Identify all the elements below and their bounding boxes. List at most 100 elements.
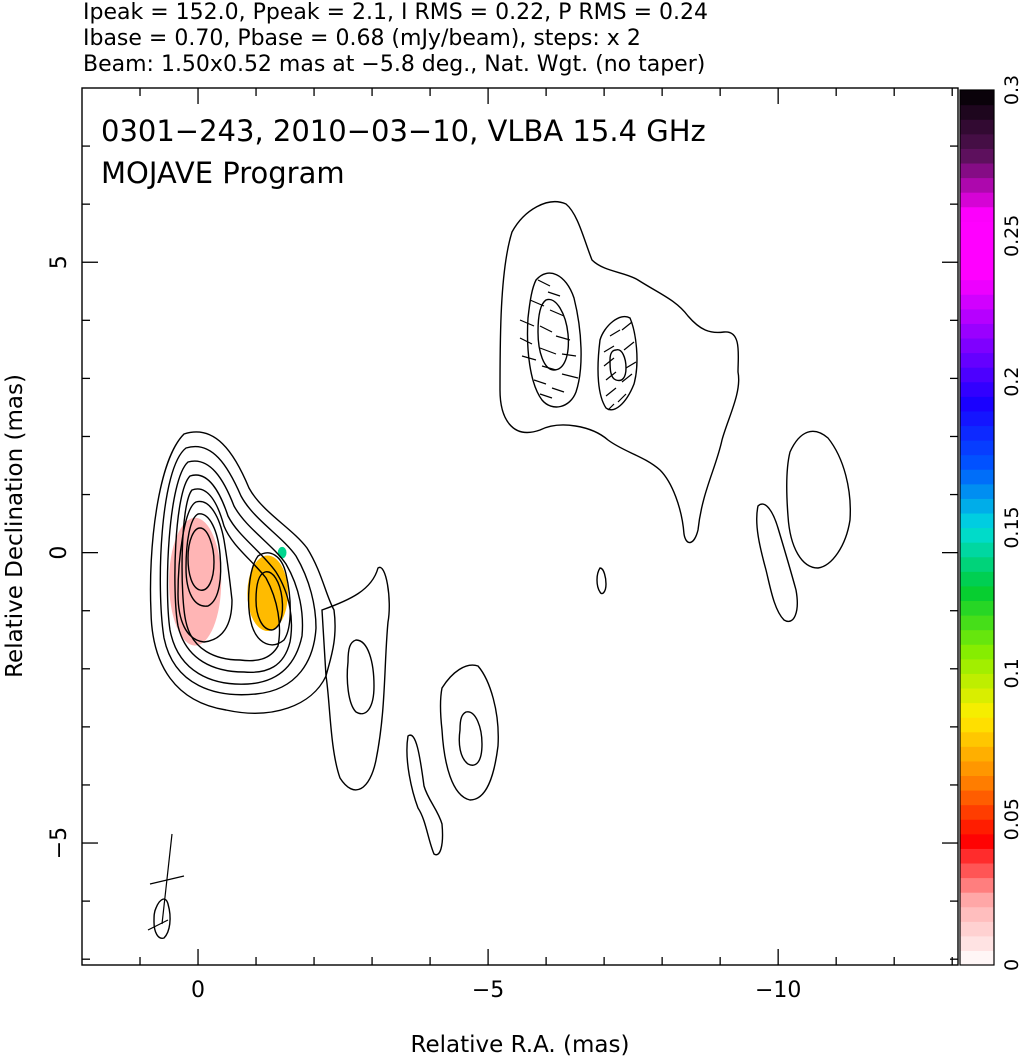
nw-contour-1 [526, 272, 582, 408]
x-axis-label: Relative R.A. (mas) [411, 1032, 630, 1058]
colorbar-segment [960, 892, 994, 908]
colorbar-segment [960, 775, 994, 791]
jet-contour-b [406, 734, 444, 856]
chart-subtitle: MOJAVE Program [101, 156, 345, 190]
knot-contour-inner [255, 571, 284, 631]
colorbar-segment [960, 148, 994, 164]
colorbar-tick-label: 0.15 [1001, 506, 1021, 548]
colorbar-segment [960, 600, 994, 616]
colorbar-segment [960, 950, 994, 966]
west-contour-b [756, 503, 798, 623]
colorbar-segment [960, 250, 994, 266]
colorbar-segment [960, 673, 994, 689]
core-contour-2 [159, 445, 317, 696]
colorbar-segment [960, 265, 994, 281]
colorbar-segment [960, 279, 994, 295]
colorbar-segment [960, 790, 994, 806]
colorbar-segment [960, 512, 994, 529]
colorbar-tick-label: 0.2 [1001, 367, 1021, 397]
jet-contour-a [321, 566, 390, 791]
knot-contour-outer [247, 552, 291, 646]
colorbar-segment [960, 454, 994, 470]
colorbar-segment [960, 469, 994, 485]
colorbar-segment [960, 381, 994, 397]
colorbar-segment [960, 556, 994, 572]
colorbar-segment [960, 425, 994, 441]
colorbar-segment [960, 206, 994, 222]
colorbar-segment [960, 615, 994, 631]
colorbar-tick-label: 0 [1001, 959, 1021, 971]
colorbar-segment [960, 235, 994, 252]
colorbar-segment [960, 585, 994, 602]
colorbar-segment [960, 483, 994, 499]
colorbar-tick-label: 0.05 [1001, 798, 1021, 840]
core-contour-5 [181, 488, 281, 662]
colorbar-segment [960, 177, 994, 193]
colorbar-segment [960, 819, 994, 835]
header-line-2: Ibase = 0.70, Pbase = 0.68 (mJy/beam), s… [83, 26, 641, 51]
colorbar-segment [960, 862, 994, 879]
colorbar-segment [960, 906, 994, 922]
core-contour-7 [185, 513, 222, 607]
y-axis-label: Relative Declination (mas) [2, 374, 28, 678]
colorbar-segment [960, 687, 994, 704]
colorbar-segment [960, 848, 994, 864]
colorbar-segment [960, 221, 994, 237]
plot-frame [81, 87, 959, 966]
core-contour-3 [166, 460, 304, 685]
small-contour [596, 567, 607, 595]
colorbar-segment [960, 935, 994, 952]
colorbar-segment [960, 629, 994, 645]
colorbar-segment [960, 308, 994, 324]
chart-title: 0301−243, 2010−03−10, VLBA 15.4 GHz [101, 114, 706, 148]
jet-contour-c-inner [458, 711, 483, 766]
core-contour-8 [187, 527, 215, 591]
colorbar-segment [960, 717, 994, 733]
colorbar-segment [960, 527, 994, 543]
colorbar-segment [960, 571, 994, 587]
x-tick-label: −5 [472, 978, 504, 1003]
core-contour-6 [177, 500, 233, 643]
nw-contour-2-inner [609, 349, 627, 382]
colorbar-segment [960, 352, 994, 368]
polarization-patch-3 [277, 546, 287, 559]
colorbar-tick-label: 0.3 [1001, 75, 1021, 105]
colorbar-tick-label: 0.1 [1001, 658, 1021, 688]
colorbar-segment [960, 323, 994, 339]
colorbar-segment [960, 542, 994, 558]
colorbar-segment [960, 410, 994, 427]
colorbar-segment [960, 162, 994, 179]
colorbar-segment [960, 921, 994, 937]
colorbar-segment [960, 90, 994, 106]
colorbar-segment [960, 877, 994, 893]
colorbar-segment [960, 833, 994, 849]
west-contour-a [785, 430, 852, 569]
nw-contour-outer [499, 201, 740, 544]
y-tick-label: −5 [47, 827, 72, 859]
x-tick-label: −10 [755, 978, 801, 1003]
y-tick-label: 5 [47, 255, 72, 269]
colorbar-segment [960, 804, 994, 820]
colorbar-segment [960, 498, 994, 514]
colorbar-segment [960, 294, 994, 310]
header-line-1: Ipeak = 152.0, Ppeak = 2.1, I RMS = 0.22… [83, 0, 708, 25]
colorbar-segment [960, 337, 994, 354]
colorbar-frame [959, 89, 995, 966]
header-line-3: Beam: 1.50x0.52 mas at −5.8 deg., Nat. W… [83, 52, 705, 77]
colorbar-segment [960, 367, 994, 383]
jet-contour-c [439, 664, 499, 801]
nw-contour-1-inner [537, 298, 570, 371]
colorbar-segment [960, 644, 994, 660]
colorbar-segment [960, 119, 994, 135]
axes: 0 −5 −10 5 0 −5 [47, 88, 958, 1003]
x-tick-label: 0 [191, 978, 205, 1003]
jet-contour-a-inner [346, 639, 375, 715]
colorbar-segment [960, 133, 994, 149]
contours [149, 201, 852, 939]
colorbar: 0 0.05 0.1 0.15 0.2 0.25 0.3 [959, 75, 1021, 971]
colorbar-segment [960, 702, 994, 718]
y-tick-label: 0 [47, 546, 72, 560]
beam-ellipse [153, 898, 171, 939]
colorbar-segment [960, 396, 994, 412]
